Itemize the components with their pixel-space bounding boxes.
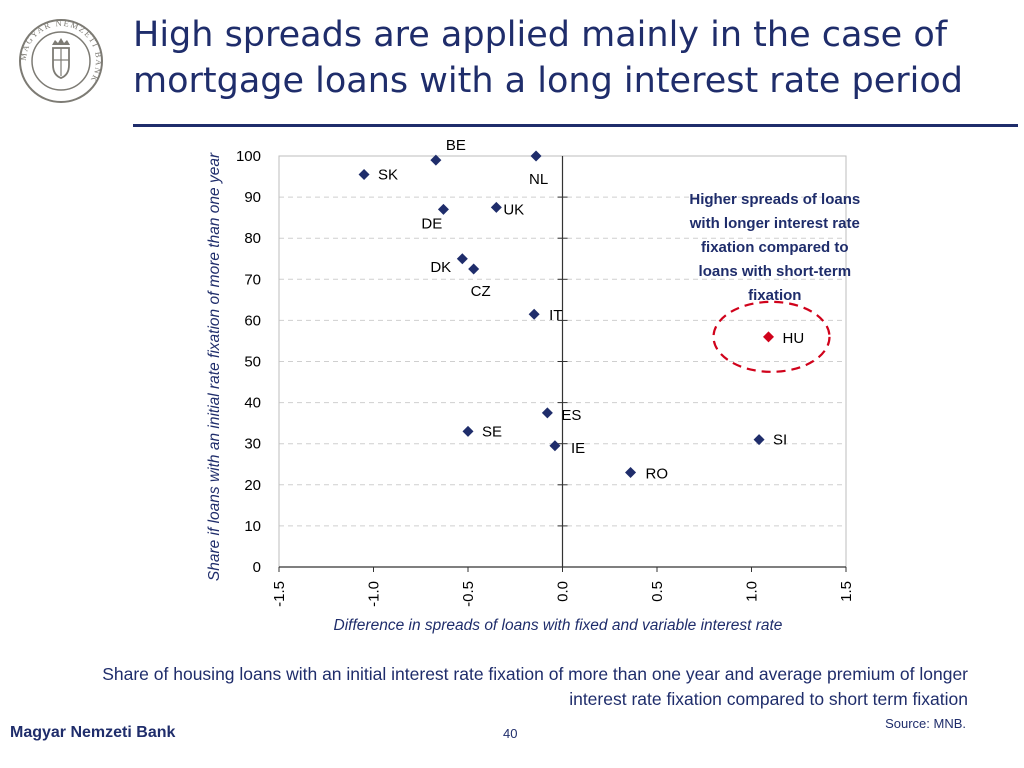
- point-ro: [625, 466, 637, 478]
- annotation-line: loans with short-term: [699, 263, 852, 280]
- x-tick-label: 0.5: [649, 581, 666, 602]
- point-label-ro: RO: [646, 465, 669, 482]
- point-uk: [490, 201, 502, 213]
- x-tick-label: 1.0: [744, 581, 761, 602]
- tick-labels: 0 10 20 30 40 50 60 70 80 90 100 -1.5 -1.0 -0.5 0.0 0.5…: [236, 148, 855, 607]
- annotation-line: with longer interest rate: [689, 215, 860, 232]
- y-tick-label: 40: [244, 395, 261, 412]
- highlight-circle: [712, 300, 831, 373]
- y-tick-label: 10: [244, 518, 261, 535]
- y-tick-label: 50: [244, 354, 261, 371]
- point-label-sk: SK: [378, 166, 398, 183]
- slide-title: High spreads are applied mainly in the c…: [133, 15, 964, 101]
- point-label-dk: DK: [430, 259, 451, 276]
- footer-brand: Magyar Nemzeti Bank: [10, 724, 176, 741]
- point-label-be: BE: [446, 137, 466, 154]
- chart-caption: Share of housing loans with an initial i…: [102, 664, 968, 709]
- point-label-si: SI: [773, 432, 787, 449]
- x-tick-label: -0.5: [460, 581, 477, 607]
- x-tick-label: 0.0: [555, 581, 572, 602]
- point-sk: [358, 168, 370, 180]
- point-dk: [456, 253, 468, 265]
- y-tick-label: 30: [244, 436, 261, 453]
- point-label-cz: CZ: [471, 283, 491, 300]
- point-hu: [763, 331, 775, 343]
- page-number: 40: [503, 726, 518, 741]
- point-se: [462, 425, 474, 437]
- point-be: [430, 154, 442, 166]
- y-tick-label: 0: [253, 559, 261, 576]
- axes: [278, 155, 847, 572]
- mnb-logo: MAGYAR NEMZETI BANK: [18, 18, 103, 103]
- x-tick-label: 1.5: [838, 581, 855, 602]
- y-tick-label: 70: [244, 271, 261, 288]
- y-tick-label: 80: [244, 230, 261, 247]
- point-es: [541, 407, 553, 419]
- y-tick-label: 20: [244, 477, 261, 494]
- y-axis-label: Share if loans with an initial rate fixa…: [206, 152, 223, 581]
- point-label-nl: NL: [529, 171, 548, 188]
- source-note: Source: MNB.: [885, 716, 966, 731]
- x-tick-label: -1.0: [366, 581, 383, 607]
- annotation: Higher spreads of loans with longer inter…: [689, 191, 860, 304]
- point-label-de: DE: [421, 215, 442, 232]
- x-axis-label: Difference in spreads of loans with fixe…: [334, 617, 783, 634]
- point-label-se: SE: [482, 423, 502, 440]
- point-nl: [530, 150, 542, 162]
- y-tick-label: 100: [236, 148, 261, 165]
- y-tick-label: 60: [244, 312, 261, 329]
- annotation-line: Higher spreads of loans: [689, 191, 860, 208]
- point-label-es: ES: [561, 407, 581, 424]
- point-de: [437, 203, 449, 215]
- point-label-hu: HU: [783, 330, 805, 347]
- y-tick-label: 90: [244, 189, 261, 206]
- point-label-uk: UK: [503, 201, 524, 218]
- point-it: [528, 308, 540, 320]
- data-points: SK BE NL DE UK DK CZ IT HU ES SE IE SI RO: [358, 137, 831, 482]
- title-divider: [133, 124, 1018, 127]
- annotation-line: fixation compared to: [701, 239, 849, 256]
- point-cz: [468, 263, 480, 275]
- x-tick-label: -1.5: [271, 581, 288, 607]
- annotation-line: fixation: [748, 287, 801, 304]
- point-ie: [549, 440, 561, 452]
- point-label-it: IT: [549, 307, 562, 324]
- point-si: [753, 434, 765, 446]
- point-label-ie: IE: [571, 440, 585, 457]
